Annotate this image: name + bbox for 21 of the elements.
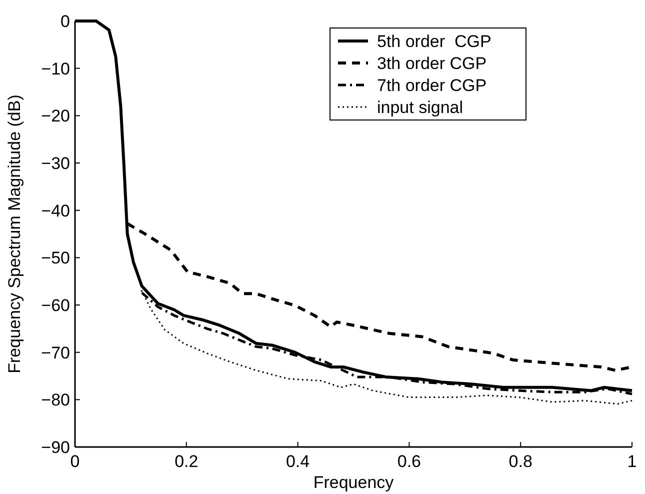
legend-label: 3th order CGP	[377, 54, 487, 73]
y-tick-label: −50	[41, 248, 70, 268]
x-tick-label: 0.4	[286, 452, 310, 471]
y-tick-label: −90	[41, 438, 70, 457]
legend-label: 5th order CGP	[377, 32, 492, 51]
x-tick-label: 1	[627, 452, 637, 471]
y-tick-label: −60	[41, 296, 70, 315]
x-tick-label: 0.8	[508, 452, 532, 471]
y-axis-title: Frequency Spectrum Magnitude (dB)	[5, 94, 24, 374]
x-tick-label: 0.6	[397, 452, 422, 471]
y-tick-label: −10	[41, 59, 70, 78]
x-axis-title: Frequency	[313, 473, 394, 492]
legend-label: input signal	[377, 98, 464, 117]
y-tick-label: −20	[41, 106, 70, 126]
y-tick-label: 0	[60, 12, 70, 31]
y-tick-label: −70	[41, 343, 70, 362]
legend-label: 7th order CGP	[377, 76, 487, 95]
y-tick-label: −40	[41, 201, 70, 220]
x-tick-label: 0.2	[174, 452, 198, 471]
y-tick-label: −30	[41, 154, 70, 173]
y-tick-label: −80	[41, 390, 70, 410]
